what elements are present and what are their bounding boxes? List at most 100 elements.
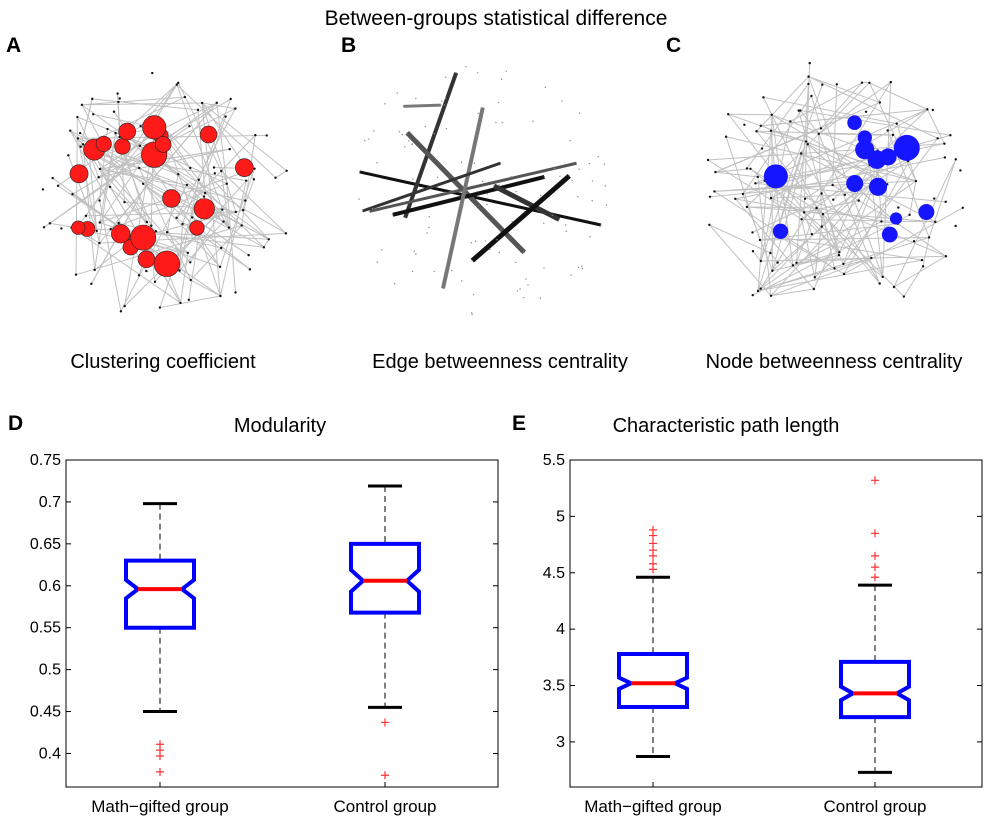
network-node: [800, 218, 803, 221]
network-node: [799, 152, 803, 155]
network-node: [544, 86, 547, 89]
network-edge: [71, 227, 181, 304]
network-node: [384, 103, 386, 105]
network-node: [751, 231, 754, 234]
network-node: [817, 132, 821, 136]
network-node: [954, 158, 957, 161]
network-node: [759, 124, 762, 128]
network-node: [714, 170, 717, 174]
plot-area-e: [569, 459, 983, 788]
network-edge: [362, 161, 502, 213]
network-node: [527, 284, 529, 286]
network-node: [878, 101, 882, 104]
network-node: [819, 127, 823, 130]
network-edge: [772, 179, 877, 272]
network-node: [138, 166, 141, 170]
notched-box: [839, 659, 911, 720]
network-node: [145, 220, 149, 224]
network-node: [472, 293, 475, 296]
network-node: [519, 288, 521, 290]
network-node: [234, 107, 237, 110]
outlier-marker: [649, 551, 657, 560]
network-hub-node: [847, 115, 862, 130]
network-node: [496, 239, 498, 241]
network-node: [944, 255, 948, 258]
network-node: [189, 166, 192, 170]
network-node: [376, 261, 378, 263]
network-node: [771, 269, 774, 272]
panel-label-a: A: [6, 34, 21, 57]
network-node: [181, 222, 184, 226]
network-node: [543, 176, 546, 178]
network-node: [381, 249, 383, 251]
network-node: [433, 270, 435, 273]
network-node: [114, 131, 117, 135]
network-edge: [843, 207, 964, 275]
chart-title-e: Characteristic path length: [613, 415, 840, 437]
network-edge: [709, 224, 771, 254]
network-edge: [757, 259, 923, 292]
network-edge: [190, 279, 221, 297]
network-node: [751, 249, 755, 253]
network-node: [460, 161, 463, 163]
network-node: [832, 198, 835, 201]
network-node: [203, 191, 207, 195]
network-node: [219, 294, 222, 298]
network-hub-node: [857, 130, 872, 145]
network-edge: [142, 183, 221, 268]
network-node: [433, 133, 436, 135]
network-node: [820, 192, 823, 195]
network-node: [959, 169, 962, 172]
network-node: [604, 185, 607, 187]
network-node: [954, 224, 957, 228]
network-node: [575, 162, 578, 164]
network-hub-node: [881, 226, 898, 243]
network-node: [760, 147, 764, 150]
network-edge: [242, 179, 255, 211]
network-node: [471, 259, 473, 262]
network-edge: [807, 143, 888, 185]
caption-a: Clustering coefficient: [70, 351, 256, 373]
network-edge: [771, 144, 809, 271]
network-node: [80, 103, 84, 107]
network-node: [112, 110, 116, 113]
network-node: [415, 97, 417, 100]
network-node: [411, 270, 414, 273]
network-node: [921, 265, 925, 268]
network-node: [843, 193, 847, 196]
network-edge: [811, 95, 822, 129]
network-node: [803, 197, 807, 200]
network-node: [559, 175, 561, 177]
network-edge: [118, 96, 185, 103]
network-node: [116, 92, 119, 95]
network-node: [755, 130, 758, 133]
network-edge: [359, 170, 602, 227]
y-tick-label: 0.45: [30, 704, 61, 721]
network-node: [812, 287, 816, 291]
network-hub-node: [137, 250, 156, 269]
network-edge: [893, 159, 957, 288]
network-node: [402, 105, 405, 108]
network-node: [364, 140, 366, 142]
network-node: [461, 280, 463, 282]
network-edge: [801, 219, 816, 278]
network-node: [489, 248, 491, 251]
network-node: [558, 218, 560, 221]
network-node: [262, 246, 266, 249]
network-node: [936, 137, 939, 140]
network-node: [119, 310, 123, 313]
network-edge: [770, 257, 872, 297]
network-node: [497, 101, 500, 104]
network-node: [117, 221, 120, 225]
network-node: [123, 200, 126, 204]
network-node: [571, 179, 573, 182]
network-node: [498, 184, 500, 186]
network-node: [406, 132, 408, 134]
network-edge: [770, 252, 779, 263]
network-edge: [99, 133, 117, 223]
network-node: [71, 192, 74, 196]
network-edge: [757, 130, 772, 291]
network-node: [234, 291, 237, 294]
network-edge: [369, 161, 577, 213]
